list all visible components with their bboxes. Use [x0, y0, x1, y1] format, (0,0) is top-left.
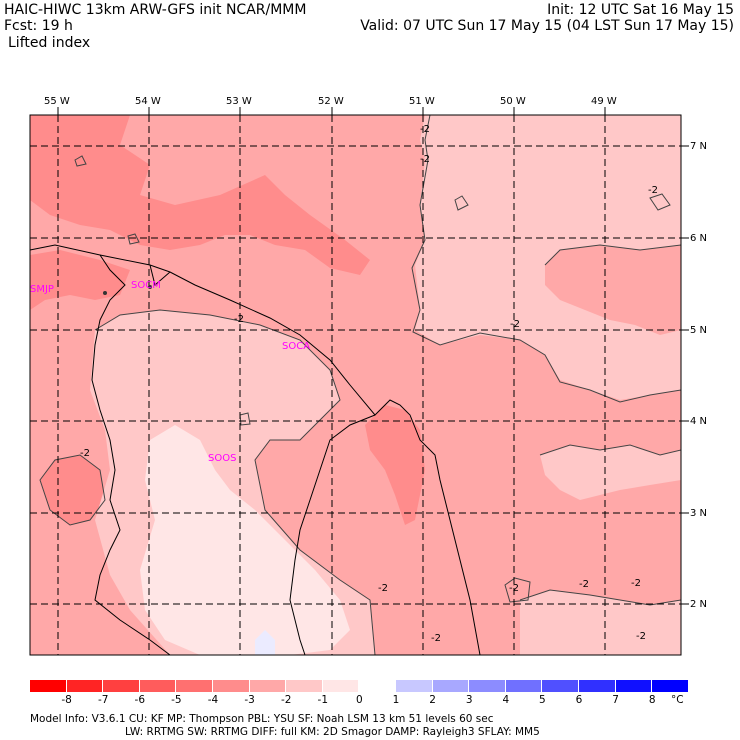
colorbar-label: -6 [134, 694, 146, 706]
lon-label: 54 W [135, 96, 161, 107]
lat-label: 4 N [690, 416, 708, 427]
contour-label: -2 [420, 154, 430, 165]
colorbar-label: 3 [465, 694, 473, 706]
colorbar-cell [359, 680, 396, 692]
valid-time: Valid: 07 UTC Sun 17 May 15 (04 LST Sun … [360, 18, 734, 34]
contour-label: -2 [509, 583, 519, 594]
lat-label: 2 N [690, 599, 708, 610]
colorbar-cell [249, 680, 287, 692]
lon-label: 55 W [44, 96, 70, 107]
colorbar-cell [615, 680, 653, 692]
model-info: Model Info: V3.6.1 CU: KF MP: Thompson P… [30, 713, 494, 725]
init-time: Init: 12 UTC Sat 16 May 15 [547, 2, 734, 18]
colorbar-label: -8 [61, 694, 72, 706]
shade-light-south [520, 590, 681, 655]
colorbar-cell [432, 680, 470, 692]
lat-label: 3 N [690, 508, 708, 519]
ticks [57, 107, 689, 605]
colorbar-cell [66, 680, 104, 692]
station-markers [103, 285, 152, 295]
lon-label: 53 W [226, 96, 252, 107]
colorbar-label: 4 [502, 694, 510, 706]
contour-label: -2 [510, 319, 520, 330]
colorbar-label: -2 [280, 694, 292, 706]
colorbar-cell [30, 680, 67, 692]
colorbar-label: 2 [429, 694, 436, 706]
colorbar-cell [322, 680, 360, 692]
shade-light-east [415, 115, 681, 400]
graticule [30, 115, 681, 655]
shaded-field [30, 115, 681, 655]
colorbar-label: 8 [648, 694, 656, 706]
colorbar-label: -3 [244, 694, 255, 706]
colorbar-cell [652, 680, 689, 692]
lat-label: 5 N [690, 325, 708, 336]
shade-lightest [140, 425, 350, 655]
lon-label: 51 W [409, 96, 435, 107]
model-title: HAIC-HIWC 13km ARW-GFS init NCAR/MMM [4, 2, 307, 18]
lat-label: 6 N [690, 233, 708, 244]
contour-label: -2 [579, 579, 589, 590]
contour-label: -2 [636, 631, 646, 642]
contour-lines [39, 115, 681, 655]
coastline [29, 244, 481, 656]
field-name: Lifted index [8, 35, 91, 51]
lon-label: 49 W [591, 96, 617, 107]
colorbar-cell [469, 680, 506, 692]
colorbar-label: 6 [575, 694, 583, 706]
colorbar-cell [505, 680, 543, 692]
station-label: SOCA [282, 341, 311, 352]
lat-label: 7 N [690, 141, 708, 152]
colorbar-label: -4 [207, 694, 219, 706]
contour-label: -2 [234, 314, 244, 325]
lon-label: 52 W [318, 96, 344, 107]
contour-label: -2 [420, 124, 430, 135]
colorbar-cell [396, 680, 433, 692]
colorbar-cell [579, 680, 616, 692]
physics-info: LW: RRTMG SW: RRTMG DIFF: full KM: 2D Sm… [125, 726, 540, 738]
shade-dark-sw [40, 455, 105, 525]
contour-label: -2 [378, 583, 388, 594]
shade-positive [255, 630, 275, 655]
colorbar-label: -7 [97, 694, 109, 706]
contour-label: -2 [648, 185, 658, 196]
colorbar-cell [213, 680, 250, 692]
colorbar-cell [176, 680, 213, 692]
contour-label: -2 [80, 448, 90, 459]
shade-dark-ne [545, 245, 681, 335]
station-label: SMJP [30, 284, 54, 295]
contour-label: -2 [431, 633, 441, 644]
forecast-hour: Fcst: 19 h [4, 18, 73, 34]
colorbar-label: 5 [539, 694, 546, 706]
colorbar-label: -5 [171, 694, 182, 706]
colorbar-label: 0 [356, 694, 363, 706]
shade-dark-nw [30, 115, 370, 275]
colorbar-label: -1 [317, 694, 329, 706]
shade-dark-center [365, 405, 425, 525]
station-label: SOOS [208, 453, 237, 464]
station-label: SOCM [131, 280, 161, 291]
colorbar-cell [103, 680, 140, 692]
colorbar-cell [286, 680, 323, 692]
colorbar-label: 7 [612, 694, 619, 706]
colorbar-unit: °C [671, 694, 684, 706]
shade-light-se [540, 445, 681, 500]
map-frame [29, 114, 682, 656]
colorbar-cell [542, 680, 579, 692]
lon-label: 50 W [500, 96, 526, 107]
contour-label: -2 [631, 578, 641, 589]
colorbar-cell [139, 680, 177, 692]
colorbar-label: 1 [392, 694, 400, 706]
